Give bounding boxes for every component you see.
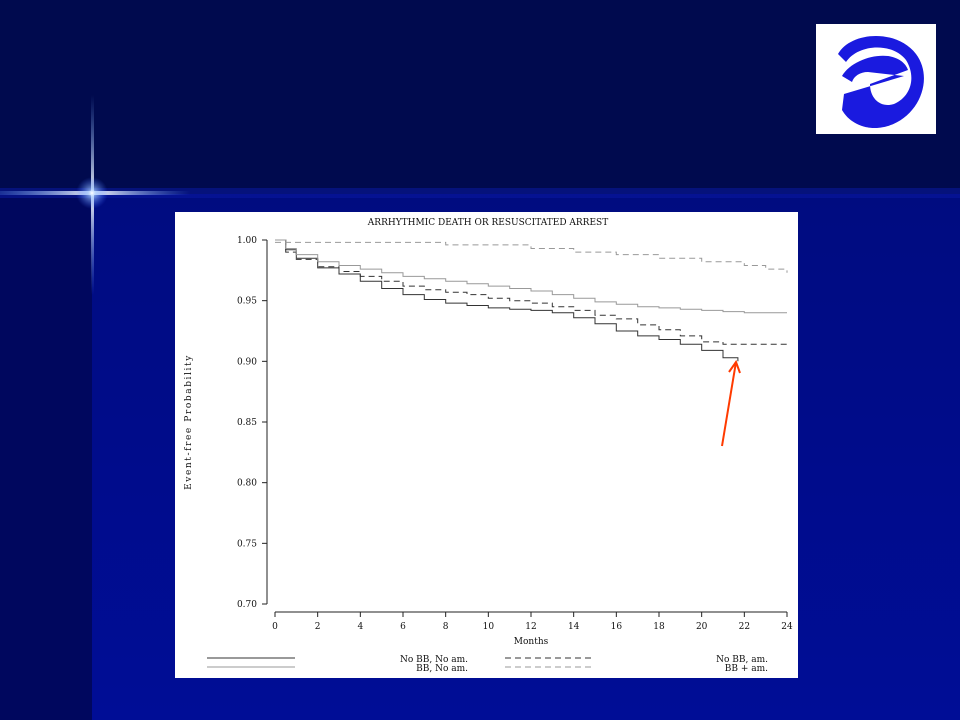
x-tick-label: 6: [400, 622, 406, 632]
series-line-2: [275, 239, 787, 314]
series-line-0: [275, 239, 739, 362]
legend-label-no-bb-no-am: No BB, No am.: [400, 655, 468, 665]
chart-panel: ARRHYTHMIC DEATH OR RESUSCITATED ARREST …: [175, 212, 798, 678]
header-divider: [0, 188, 960, 198]
y-tick-label: 1.00: [237, 236, 257, 246]
x-tick-label: 12: [525, 622, 536, 632]
x-tick-label: 20: [696, 622, 708, 632]
x-tick-label: 18: [653, 622, 665, 632]
annotation-arrow: [721, 359, 741, 447]
y-tick-label: 0.75: [237, 539, 257, 549]
x-tick-label: 24: [781, 622, 793, 632]
legend: No BB, No am. No BB, am. BB, No am. BB +…: [207, 655, 768, 674]
plot-lines: [275, 239, 788, 362]
light-flare: [0, 95, 190, 295]
x-tick-label: 16: [611, 622, 623, 632]
slide-header-band: [0, 0, 960, 194]
y-tick-label: 0.90: [237, 357, 257, 367]
esc-logo: [816, 24, 936, 134]
legend-label-bb-am: BB + am.: [725, 664, 768, 674]
y-axis-label: Event-free Probability: [184, 354, 194, 490]
y-tick-label: 0.80: [237, 479, 257, 489]
slide-left-band: [0, 194, 92, 720]
x-tick-label: 10: [483, 622, 495, 632]
x-tick-label: 2: [315, 622, 321, 632]
y-tick-label: 0.95: [237, 297, 257, 307]
x-tick-label: 4: [357, 622, 363, 632]
esc-logo-icon: [838, 35, 924, 129]
legend-label-bb-no-am: BB, No am.: [416, 664, 468, 674]
x-tick-label: 8: [443, 622, 449, 632]
legend-label-no-bb-am: No BB, am.: [716, 655, 768, 665]
chart-title: ARRHYTHMIC DEATH OR RESUSCITATED ARREST: [367, 218, 608, 228]
km-chart: ARRHYTHMIC DEATH OR RESUSCITATED ARREST …: [184, 218, 793, 674]
series-line-3: [275, 241, 788, 273]
y-tick-label: 0.70: [237, 600, 257, 610]
axes: 0.700.750.800.850.900.951.000 2 4 6 8 10 12 14 1…: [237, 236, 793, 632]
x-tick-label: 14: [568, 622, 580, 632]
x-tick-label: 0: [272, 622, 278, 632]
series-line-1: [275, 239, 787, 345]
x-axis-label: Months: [514, 637, 549, 647]
x-tick-label: 22: [739, 622, 750, 632]
y-tick-label: 0.85: [237, 418, 257, 428]
